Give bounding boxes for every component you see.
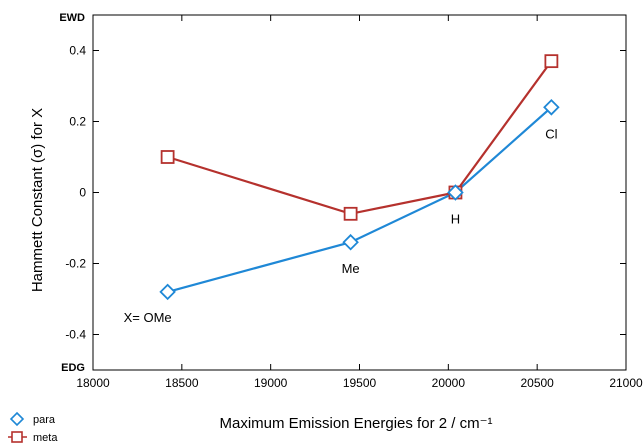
y-axis-ewd-label: EWD [59,12,85,24]
point-annotation: H [451,212,460,227]
x-tick-label: 20500 [520,376,554,390]
y-tick-label: 0 [79,186,86,200]
y-axis-edg-label: EDG [61,362,85,374]
data-point-para [447,184,464,201]
point-annotation: Cl [545,126,557,141]
data-point-meta [343,206,358,221]
point-annotation: Me [342,261,360,276]
x-tick-label: 20000 [432,376,466,390]
x-tick-label: 18500 [165,376,199,390]
y-tick-label: 0.4 [69,44,86,58]
legend-item-para: para [9,411,56,427]
legend-square-icon [11,431,23,443]
series-line-meta [167,60,553,215]
legend-label-meta: meta [33,432,58,444]
y-tick-label: -0.2 [65,257,86,271]
point-annotation: X= OMe [124,310,172,325]
x-tick-label: 19000 [254,376,288,390]
x-tick-label: 18000 [76,376,110,390]
data-point-meta [160,150,175,164]
y-tick-label: -0.4 [65,328,86,342]
y-tick-label: 0.2 [69,115,86,129]
data-point-para [342,233,359,251]
x-axis-label: Maximum Emission Energies for 2 / cm⁻¹ [220,415,493,432]
legend-diamond-icon [9,411,25,427]
x-tick-label: 21000 [609,376,643,390]
y-axis-label: Hammett Constant (σ) for X [29,108,46,292]
x-tick-label: 19500 [343,376,377,390]
legend-item-meta: meta [8,431,58,444]
legend-label-para: para [33,414,56,426]
data-point-para [159,283,176,301]
data-point-meta [544,54,559,69]
series-line-para [167,106,553,293]
legend: para meta [8,411,58,444]
data-point-para [543,99,560,116]
